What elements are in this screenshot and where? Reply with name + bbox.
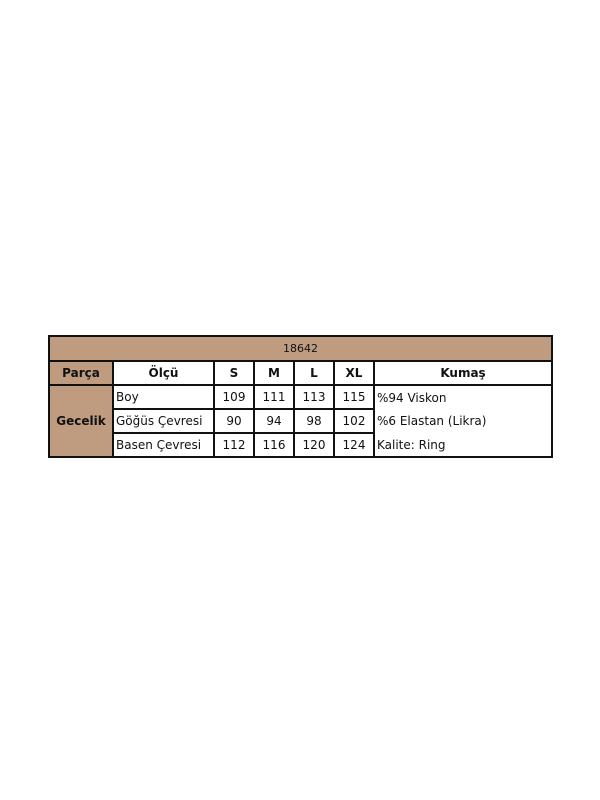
measure-label: Boy (112, 384, 215, 410)
table-row: Basen Çevresi 112 116 120 124 Kalite: Ri… (49, 432, 553, 458)
measure-label: Basen Çevresi (112, 432, 215, 458)
value-m: 111 (253, 384, 295, 410)
value-m: 94 (253, 408, 295, 434)
fabric-line: %94 Viskon (373, 384, 553, 409)
fabric-line: Kalite: Ring (373, 433, 553, 458)
value-l: 98 (293, 408, 335, 434)
header-row: Parça Ölçü S M L XL Kumaş (48, 360, 553, 386)
value-s: 109 (213, 384, 255, 410)
value-s: 112 (213, 432, 255, 458)
header-l: L (293, 360, 335, 386)
header-xl: XL (333, 360, 375, 386)
value-xl: 115 (333, 384, 375, 410)
header-measure: Ölçü (112, 360, 215, 386)
size-chart-table: 18642 Parça Ölçü S M L XL Kumaş Gecelik … (48, 335, 553, 458)
value-l: 113 (293, 384, 335, 410)
product-code: 18642 (48, 335, 553, 362)
value-m: 116 (253, 432, 295, 458)
header-s: S (213, 360, 255, 386)
fabric-line: %6 Elastan (Likra) (373, 409, 553, 433)
table-row: Gecelik Boy 109 111 113 115 %94 Viskon (48, 384, 553, 458)
header-part: Parça (48, 360, 114, 386)
table-row: Göğüs Çevresi 90 94 98 102 %6 Elastan (L… (49, 408, 553, 434)
part-name: Gecelik (48, 384, 114, 458)
value-l: 120 (293, 432, 335, 458)
value-xl: 102 (333, 408, 375, 434)
header-m: M (253, 360, 295, 386)
value-s: 90 (213, 408, 255, 434)
measure-label: Göğüs Çevresi (112, 408, 215, 434)
title-row: 18642 (48, 335, 553, 362)
header-fabric: Kumaş (373, 360, 553, 386)
value-xl: 124 (333, 432, 375, 458)
